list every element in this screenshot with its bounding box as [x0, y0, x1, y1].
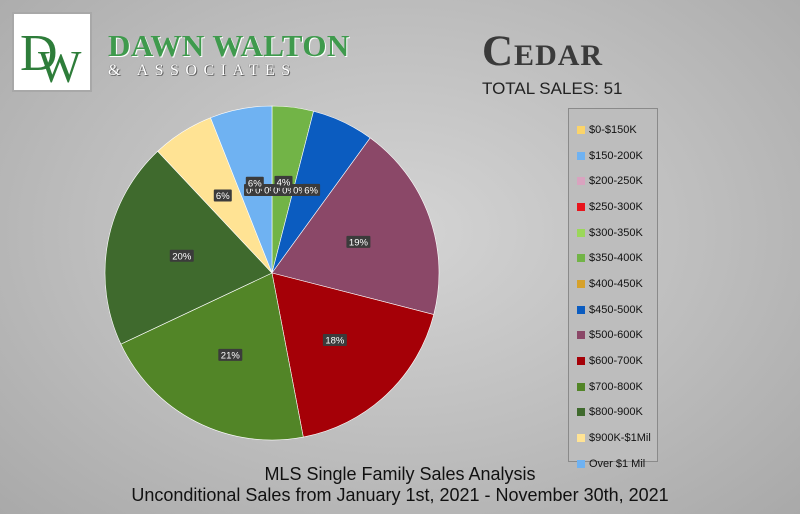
data-label-800-900k: 20%	[169, 249, 194, 262]
legend-swatch	[577, 151, 585, 160]
data-label-text: 6%	[216, 191, 230, 202]
footer-title: MLS Single Family Sales Analysis	[264, 464, 536, 484]
pie-slice-800-900k	[104, 150, 273, 345]
brand-wordmark: DAWN WALTON & ASSOCIATES	[108, 30, 350, 80]
pie-slice-over-1-mil	[210, 105, 273, 274]
data-label-450-500k: 6%	[302, 183, 321, 196]
legend-label: $150-200K	[589, 149, 643, 162]
legend-item-250-300k: $250-300K	[577, 194, 657, 220]
legend-label: $200-250K	[589, 175, 643, 188]
legend-item-900k-1mil: $900K-$1Mil	[577, 425, 657, 451]
legend-label: $600-700K	[589, 355, 643, 368]
data-label-over-1-mil: 6%	[245, 176, 264, 189]
total-sales: TOTAL SALES: 51	[482, 79, 623, 98]
legend-swatch	[577, 202, 585, 211]
data-label-text: 0%	[293, 186, 307, 197]
legend-item-200-250k: $200-250K	[577, 168, 657, 194]
legend-swatch	[577, 177, 585, 186]
legend-label: $500-600K	[589, 329, 643, 342]
legend-item-800-900k: $800-900K	[577, 400, 657, 426]
footer-date-range: Unconditional Sales from January 1st, 20…	[131, 485, 669, 505]
legend-swatch	[577, 434, 585, 443]
legend-swatch	[577, 125, 585, 134]
legend-item-700-800k: $700-800K	[577, 374, 657, 400]
pie-slice-700-800k	[120, 272, 304, 441]
legend-label: $900K-$1Mil	[589, 432, 651, 445]
dw-monogram-icon: D W	[20, 25, 82, 90]
data-label-box	[274, 175, 293, 188]
company-logo: D W	[12, 12, 92, 92]
data-label-box	[245, 176, 264, 189]
legend-label: $0-$150K	[589, 123, 637, 136]
legend-item-400-450k: $400-450K	[577, 271, 657, 297]
legend-label: $300-350K	[589, 226, 643, 239]
legend-swatch	[577, 254, 585, 263]
brand-subtitle: & ASSOCIATES	[108, 62, 297, 79]
data-label-box	[322, 333, 347, 346]
logo-letter-w: W	[38, 41, 82, 90]
data-label-600-700k: 18%	[322, 333, 347, 346]
data-label-text: 0%	[282, 186, 296, 197]
data-label-text: 21%	[221, 350, 241, 361]
data-label-text: 6%	[248, 178, 262, 189]
legend-item-500-600k: $500-600K	[577, 323, 657, 349]
data-label-text: 20%	[172, 251, 192, 262]
data-label-500-600k: 19%	[346, 235, 371, 248]
legend-swatch	[577, 279, 585, 288]
data-label-700-800k: 21%	[218, 348, 243, 361]
legend-item-150-200k: $150-200K	[577, 143, 657, 169]
pie-chart: 0%0%0%0%0%4%0%6%19%18%21%20%6%6%	[104, 105, 440, 441]
legend-swatch	[577, 357, 585, 366]
chart-legend: $0-$150K $150-200K $200-250K $250-300K $300-…	[568, 108, 658, 470]
data-label-350-400k: 4%	[274, 175, 293, 188]
pie-slice-500-600k	[271, 137, 440, 315]
data-label-text: 18%	[325, 335, 345, 346]
pie-slice-600-700k	[271, 272, 435, 438]
legend-swatch	[577, 228, 585, 237]
legend-swatch	[577, 331, 585, 340]
legend-label: $700-800K	[589, 380, 643, 393]
legend-item-over-1-mil: Over $1 Mil	[577, 451, 657, 477]
legend-item-300-350k: $300-350K	[577, 220, 657, 246]
pie-slices	[104, 105, 440, 441]
legend-label: $450-500K	[589, 303, 643, 316]
legend-swatch	[577, 459, 585, 468]
data-label-text: 6%	[304, 185, 318, 196]
legend-swatch	[577, 305, 585, 314]
brand-name: DAWN WALTON	[108, 28, 350, 63]
legend-label: $350-400K	[589, 252, 643, 265]
data-label-box	[218, 348, 243, 361]
city-title: Cedar	[482, 28, 604, 75]
legend-label: $800-900K	[589, 406, 643, 419]
legend-item-450-500k: $450-500K	[577, 297, 657, 323]
data-label-text: 19%	[349, 237, 369, 248]
data-label-box	[169, 249, 194, 262]
legend-item-600-700k: $600-700K	[577, 348, 657, 374]
legend-swatch	[577, 382, 585, 391]
legend-label: $400-450K	[589, 277, 643, 290]
pie-data-labels: 0%0%0%0%0%4%0%6%19%18%21%20%6%6%	[169, 175, 371, 361]
legend-swatch	[577, 408, 585, 417]
legend-item-350-400k: $350-400K	[577, 245, 657, 271]
data-label-900k-1mil: 6%	[213, 189, 232, 202]
data-label-box	[302, 183, 321, 196]
data-label-box	[213, 189, 232, 202]
data-label-box	[346, 235, 371, 248]
data-label-text: 4%	[277, 177, 291, 188]
logo-letter-d: D	[20, 25, 58, 82]
legend-item-0-150k: $0-$150K	[577, 117, 657, 143]
legend-label: $250-300K	[589, 200, 643, 213]
legend-label: Over $1 Mil	[589, 457, 646, 470]
